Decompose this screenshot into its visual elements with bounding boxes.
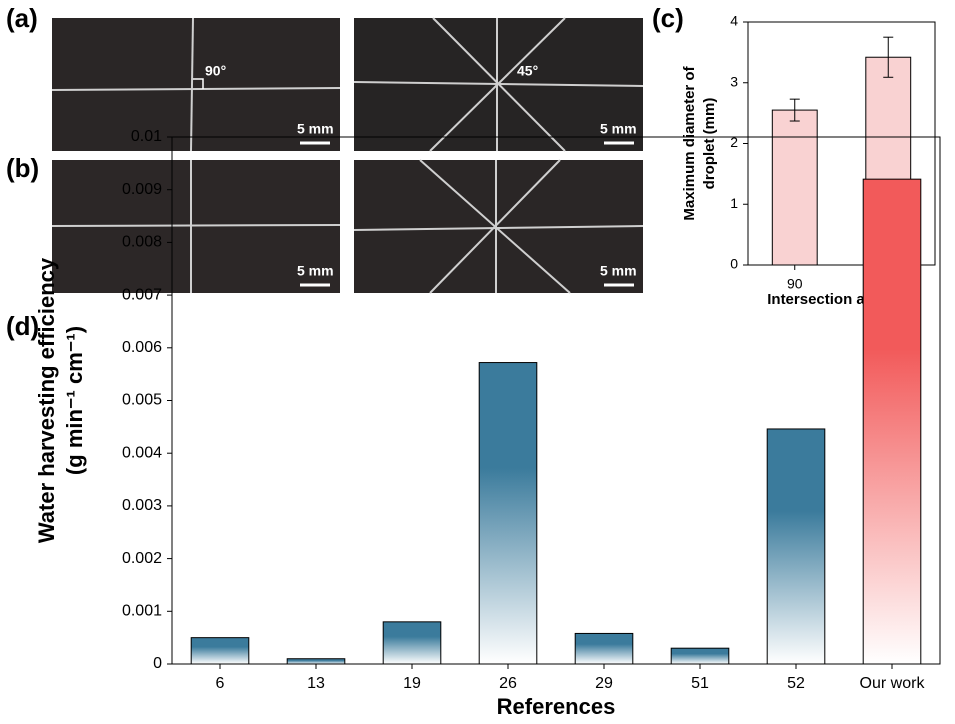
y-tick-label: 3 (730, 73, 738, 89)
y-tick-label: 0.001 (122, 603, 162, 620)
panel-label: (c) (652, 3, 684, 33)
scale-label: 5 mm (297, 263, 334, 279)
bar (862, 178, 922, 665)
x-tick-label: 52 (787, 675, 805, 692)
y-tick-label: 0.009 (122, 181, 162, 198)
y-tick-label: 0.008 (122, 234, 162, 251)
x-tick-label: 19 (403, 675, 421, 692)
y-tick-label: 4 (730, 13, 738, 29)
angle-label: 90° (205, 63, 226, 79)
x-tick-label: 51 (691, 675, 709, 692)
x-tick-label: 6 (216, 675, 225, 692)
bar (478, 362, 538, 665)
photo (52, 18, 340, 151)
panel-label: (d) (6, 311, 39, 341)
bar (382, 621, 442, 665)
y-tick-label: 0.002 (122, 550, 162, 567)
y-axis-label: droplet (mm) (701, 98, 718, 190)
panel-label: (a) (6, 3, 38, 33)
x-axis-label: References (497, 694, 616, 719)
bar (771, 109, 818, 266)
y-axis-label: Maximum diameter of (681, 65, 698, 220)
y-tick-label: 0.003 (122, 497, 162, 514)
scale-label: 5 mm (600, 263, 637, 279)
y-tick-label: 0.007 (122, 286, 162, 303)
bar (766, 428, 826, 665)
bar (286, 658, 346, 665)
angle-label: 45° (517, 63, 538, 79)
photos (51, 17, 644, 294)
scale-label: 5 mm (600, 121, 637, 137)
bar (574, 632, 634, 665)
y-tick-label: 0.006 (122, 339, 162, 356)
y-tick-label: 1 (730, 195, 738, 211)
y-tick-label: 0.005 (122, 392, 162, 409)
bar (190, 637, 250, 665)
error-bar (883, 36, 894, 78)
y-axis-label: (g min⁻¹ cm⁻¹) (62, 326, 87, 475)
x-tick-label: 90 (787, 276, 803, 292)
y-tick-label: 2 (730, 134, 738, 150)
error-bar (789, 98, 800, 122)
y-axis-label: Water harvesting efficiency (34, 257, 59, 543)
x-tick-label: 13 (307, 675, 325, 692)
x-tick-label: 29 (595, 675, 613, 692)
y-tick-label: 0 (730, 256, 738, 272)
bar (670, 647, 730, 665)
scale-label: 5 mm (297, 121, 334, 137)
y-tick-label: 0.004 (122, 444, 162, 461)
panel-label: (b) (6, 153, 39, 183)
x-tick-label: 26 (499, 675, 517, 692)
y-tick-label: 0.01 (131, 128, 162, 145)
x-tick-label: Our work (860, 675, 926, 692)
y-tick-label: 0 (153, 655, 162, 672)
